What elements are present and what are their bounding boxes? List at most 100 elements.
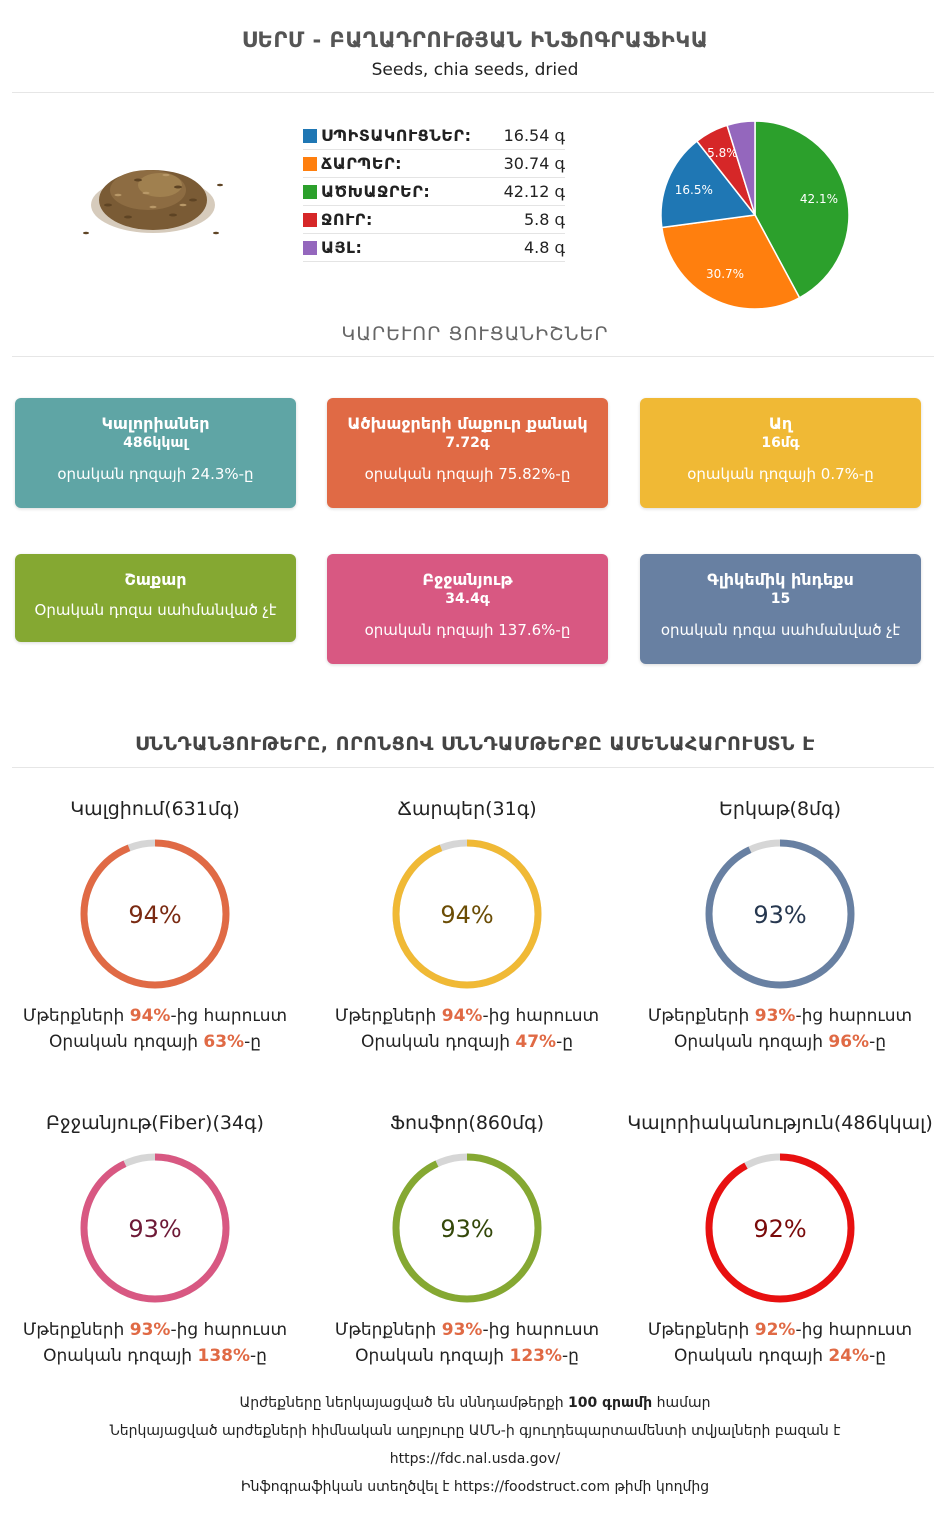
macro-row: ԱՅԼ: 4.8 գ (303, 234, 565, 262)
legend-swatch (303, 212, 317, 227)
indicator-card: Ածխաջրերի մաքուր քանակ 7.72գ օրական դոզայի… (327, 398, 608, 508)
divider (12, 92, 934, 93)
seeds-image (83, 170, 223, 235)
progress-ring: 93% (705, 839, 855, 989)
ring-fill (705, 1153, 855, 1303)
card-daily: օրական դոզայի 0.7%-ը (687, 465, 874, 483)
macro-value: 5.8 գ (523, 210, 565, 229)
daily-dose-text: Օրական դոզայի 47%-ը (360, 1032, 574, 1052)
card-daily: օրական դոզայի 137.6%-ը (364, 621, 571, 639)
pie-label: 16.5% (675, 183, 713, 197)
page-subtitle: Seeds, chia seeds, dried (371, 60, 579, 80)
ring-percent: 94% (128, 901, 181, 929)
macro-name: ԱԾԽԱՋՐԵՐ: (321, 182, 431, 201)
indicator-card: Աղ 16մգ օրական դոզայի 0.7%-ը (640, 398, 921, 508)
indicator-card: Կալորիաներ 486կկալ օրական դոզայի 24.3%-ը (15, 398, 296, 508)
ring-fill (80, 1153, 230, 1303)
progress-ring: 93% (392, 1153, 542, 1303)
progress-ring: 93% (80, 1153, 230, 1303)
ring-percent: 93% (753, 901, 806, 929)
nutrient-title: Երկաթ(8մգ) (719, 798, 841, 820)
richer-than-text: Մթերքների 94%-ից հարուստ (334, 1006, 600, 1026)
legend-swatch (303, 184, 317, 199)
macro-row: ՃԱՐՊԵՐ: 30.74 գ (303, 150, 565, 178)
card-title: Կալորիաներ (101, 414, 210, 433)
macro-pie-chart: 42.1% 30.7% 16.5% 5.8% (660, 120, 850, 310)
page-title: ՍԵՐՄ - ԲԱՂԱԴՐՈՒԹՅԱՆ ԻՆՖՈԳՐԱՖԻԿԱ (241, 28, 709, 52)
richer-than-text: Մթերքների 93%-ից հարուստ (334, 1320, 600, 1340)
legend-swatch (303, 128, 317, 143)
legend-swatch (303, 240, 317, 255)
daily-dose-text: Օրական դոզայի 63%-ը (48, 1032, 262, 1052)
progress-ring: 94% (80, 839, 230, 989)
daily-dose-text: Օրական դոզայի 123%-ը (355, 1346, 579, 1366)
progress-ring: 94% (392, 839, 542, 989)
ring-fill (392, 1153, 542, 1303)
nutrient-ring-block: Բջջանյութ(Fiber)(34գ) 93% Մթերքների 93%-ից… (0, 1112, 310, 1366)
ring-percent: 94% (440, 901, 493, 929)
ring-fill (705, 839, 855, 989)
card-value: 16մգ (761, 435, 800, 451)
card-daily: օրական դոզայի 75.82%-ը (364, 465, 571, 483)
ring-percent: 93% (440, 1215, 493, 1243)
card-value: 15 (770, 591, 791, 607)
pie-slice (660, 140, 757, 229)
daily-dose-text: Օրական դոզայի 24%-ը (673, 1346, 887, 1366)
card-title: Ածխաջրերի մաքուր քանակ (347, 414, 588, 433)
nutrient-ring-block: Ճարպեր(31գ) 94% Մթերքների 94%-ից հարուստ Օր… (312, 798, 622, 1052)
macro-value: 16.54 գ (503, 126, 565, 145)
ring-percent: 92% (753, 1215, 806, 1243)
nutrient-title: Կալորիականություն(486կկալ) (627, 1112, 933, 1134)
nutrient-title: Ֆոսֆոր(860մգ) (389, 1112, 545, 1134)
card-title: Շաքար (124, 570, 187, 589)
nutrient-ring-block: Երկաթ(8մգ) 93% Մթերքների 93%-ից հարուստ Օրա… (625, 798, 935, 1052)
indicator-card: Բջջանյութ 34.4գ օրական դոզայի 137.6%-ը (327, 554, 608, 664)
card-value: 486կկալ (123, 435, 188, 451)
richer-than-text: Մթերքների 93%-ից հարուստ (647, 1006, 913, 1026)
pie-slice (660, 214, 801, 310)
macro-row: ՍՊԻՏԱԿՈՒՑՆԵՐ: 16.54 գ (303, 122, 565, 150)
legend-swatch (303, 156, 317, 171)
rich-nutrients-title: ՍՆՆԴԱՆՅՈՒԹԵՐԸ, ՈՐՈՆՑՈՎ ՍՆՆԴԱՄԹԵՐՔԸ ԱՄԵՆԱ… (135, 733, 815, 755)
richer-than-text: Մթերքների 92%-ից հարուստ (647, 1320, 913, 1340)
macro-name: ՋՈՒՐ: (321, 210, 373, 229)
daily-dose-text: Օրական դոզայի 96%-ը (673, 1032, 887, 1052)
card-daily: օրական դոզայի 24.3%-ը (57, 465, 254, 483)
nutrient-ring-block: Կալորիականություն(486կկալ) 92% Մթերքների 9… (625, 1112, 935, 1366)
foodstruct-link[interactable]: https://foodstruct.com (453, 1479, 610, 1495)
pie-label: 42.1% (800, 192, 838, 206)
footer-credit: Ինֆոգրաֆիկան ստեղծվել է https://foodstru… (240, 1479, 710, 1495)
divider (12, 767, 934, 768)
card-daily: Օրական դոզա սահմանված չէ (34, 601, 277, 619)
footer-source: Ներկայացված արժեքների հիմնական աղբյուրը … (109, 1423, 841, 1439)
indicator-card: Գլիկեմիկ ինդեքս 15 օրական դոզա սահմանված չ… (640, 554, 921, 664)
pie-slice (754, 120, 850, 299)
nutrient-title: Ճարպեր(31գ) (397, 798, 537, 820)
card-daily: օրական դոզա սահմանված չէ (660, 621, 901, 639)
nutrient-ring-block: Կալցիում(631մգ) 94% Մթերքների 94%-ից հարու… (0, 798, 310, 1052)
macro-value: 42.12 գ (503, 182, 565, 201)
richer-than-text: Մթերքների 93%-ից հարուստ (22, 1320, 288, 1340)
footer-note: Արժեքները ներկայացված են սննդամթերքի 100… (239, 1395, 711, 1411)
card-title: Բջջանյութ (422, 570, 513, 589)
macro-row: ՋՈՒՐ: 5.8 գ (303, 206, 565, 234)
macro-value: 30.74 գ (503, 154, 565, 173)
progress-ring: 92% (705, 1153, 855, 1303)
key-indicators-title: ԿԱՐԵՒՈՐ ՑՈՒՑԱՆԻՇՆԵՐ (341, 323, 609, 345)
card-value: 7.72գ (445, 435, 490, 451)
source-link[interactable]: https://fdc.nal.usda.gov/ (389, 1451, 561, 1467)
macro-name: ՃԱՐՊԵՐ: (321, 154, 403, 173)
card-value: 34.4գ (445, 591, 490, 607)
macro-table: ՍՊԻՏԱԿՈՒՑՆԵՐ: 16.54 գ ՃԱՐՊԵՐ: 30.74 գ ԱԾԽԱՋՐ… (303, 122, 565, 262)
macro-name: ՍՊԻՏԱԿՈՒՑՆԵՐ: (321, 126, 472, 145)
indicator-card: Շաքար Օրական դոզա սահմանված չէ (15, 554, 296, 642)
pie-label: 30.7% (706, 267, 744, 281)
ring-fill (392, 839, 542, 989)
pie-label: 5.8% (707, 146, 738, 160)
pie-slice (726, 120, 756, 216)
macro-row: ԱԾԽԱՋՐԵՐ: 42.12 գ (303, 178, 565, 206)
macro-value: 4.8 գ (523, 238, 565, 257)
divider (12, 356, 934, 357)
ring-fill (80, 839, 230, 989)
richer-than-text: Մթերքների 94%-ից հարուստ (22, 1006, 288, 1026)
